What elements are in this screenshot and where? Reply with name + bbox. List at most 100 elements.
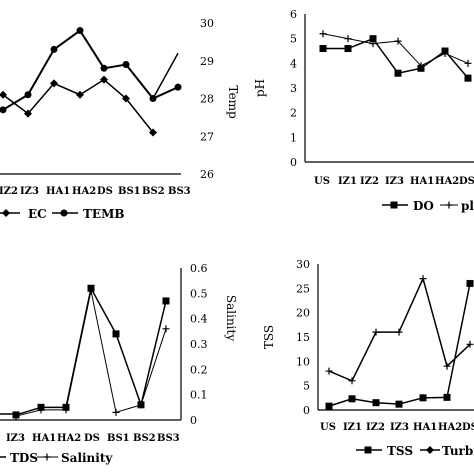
series-salinity-line [15,290,167,417]
series-do-point [464,74,472,82]
series-extra-line [152,52,179,99]
series-ph-point [441,49,449,57]
chart-ph: 0 1 2 3 4 5 6 pH US IZ1 IZ2 IZ3 HA1 HA2 DS DO pl [253,8,474,213]
series-turbidity-point [419,275,427,283]
y-tick-label: 0 [190,414,197,427]
x-tick-label: HA2 [435,176,459,187]
x-tick-label: IZ3 [6,433,25,444]
series-do-point [369,35,377,43]
legend-ph-label: pl [461,199,474,213]
series-ph-point [417,62,425,70]
y-tick-label: 0.1 [190,389,208,402]
series-ec-point [50,79,58,88]
x-tick-label: IZ1 [343,422,362,433]
y-tick-label: 0.5 [190,287,208,300]
x-tick-label: HA1 [410,176,434,187]
y-tick-label: 5 [290,33,297,46]
y-tick-label: 20 [296,307,310,320]
x-tick-label: US [314,176,330,187]
y-tick-label: 10 [296,355,310,368]
legend-salinity-label: Salinity [61,451,113,465]
y-tick-label: 29 [200,55,214,68]
x-tick-label: IZ3 [390,422,409,433]
series-tss-point [395,400,403,408]
series-salinity-point [162,325,170,333]
series-salinity-point [12,412,20,420]
legend-ec-label: EC [28,207,47,221]
series-tds-point [162,297,170,305]
series-do-point [344,45,352,53]
series-temb-point [122,61,130,69]
y-tick-label: 3 [290,82,297,95]
x-tick-label: IZ1 [338,176,357,187]
legend-tds-label: TDS [10,451,38,465]
series-ec-point [149,128,157,137]
y-tick-label: 28 [200,93,214,106]
chart-temp: 26 27 28 29 30 Temp IZ2 IZ3 HA1 HA2 DS BS1 BS2 BS3 EC T… [0,17,240,221]
series-ec-point [24,109,32,118]
x-tick-label: DS [459,176,474,187]
legend-do-label: DO [413,199,434,213]
series-ph-point [369,40,377,48]
x-tick-label: HA1 [46,186,70,197]
legend-temb-label: TEMB [83,207,125,221]
series-temb-line [2,29,179,111]
x-tick-label: BS3 [157,433,180,444]
series-tss-point [325,402,333,410]
x-tick-label: HA2 [72,186,96,197]
y-tick-label: 4 [290,57,297,70]
y-tick-label: 15 [296,331,310,344]
series-salinity-point [137,401,145,409]
legend-do-marker [390,201,398,209]
legend-turbidity-marker [426,446,434,454]
x-tick-label: BS1 [107,433,130,444]
y-axis-label: pH [253,79,267,97]
x-tick-label: IZ3 [20,186,39,197]
legend-tss-marker [364,446,372,454]
x-tick-label: IZ2 [366,422,385,433]
series-ph-point [464,59,472,67]
y-tick-label: 0.3 [190,338,208,351]
series-turbidity-point [395,328,403,336]
legend-salinity-marker [43,453,51,461]
y-tick-label: 1 [290,131,297,144]
x-tick-label: DS [97,186,113,197]
y-tick-label: 30 [200,17,214,30]
y-tick-label: 2 [290,107,297,120]
x-tick-label: HA2 [57,433,81,444]
x-tick-label: BS3 [168,186,191,197]
y-tick-label: 0.4 [190,313,208,326]
legend-ec-marker [2,209,10,217]
x-tick-label: US [320,422,336,433]
x-tick-label: IZ2 [360,176,379,187]
legend-tss-label: TSS [387,444,413,458]
series-tss-point [348,395,356,403]
y-tick-label: 25 [296,282,310,295]
series-temb-point [76,27,84,35]
x-tick-label: IZ3 [385,176,404,187]
series-salinity-point [62,406,70,414]
y-tick-label: 27 [200,130,214,143]
series-temb-point [100,64,108,72]
series-ec-line [2,78,154,133]
series-ec-point [0,90,7,99]
series-turbidity-point [348,377,356,385]
series-salinity-point [37,406,45,414]
series-turbidity-point [466,340,474,348]
series-tss-point [419,394,427,402]
series-tss-point [466,279,474,287]
x-tick-label: BS2 [142,186,165,197]
y-tick-label: 5 [303,380,310,393]
y-tick-label: 0 [290,156,297,169]
series-tss-point [443,393,451,401]
series-do-point [319,45,327,53]
series-tds-point [112,330,120,338]
series-ph-point [394,37,402,45]
x-tick-label: HA1 [32,433,56,444]
series-temb-point [0,106,7,114]
y-tick-label: 0 [303,404,310,417]
legend-turbidity-label: Turbi [442,444,474,458]
x-tick-label: IZ2 [0,186,18,197]
series-temb-point [24,91,32,99]
series-salinity-point [87,287,95,295]
